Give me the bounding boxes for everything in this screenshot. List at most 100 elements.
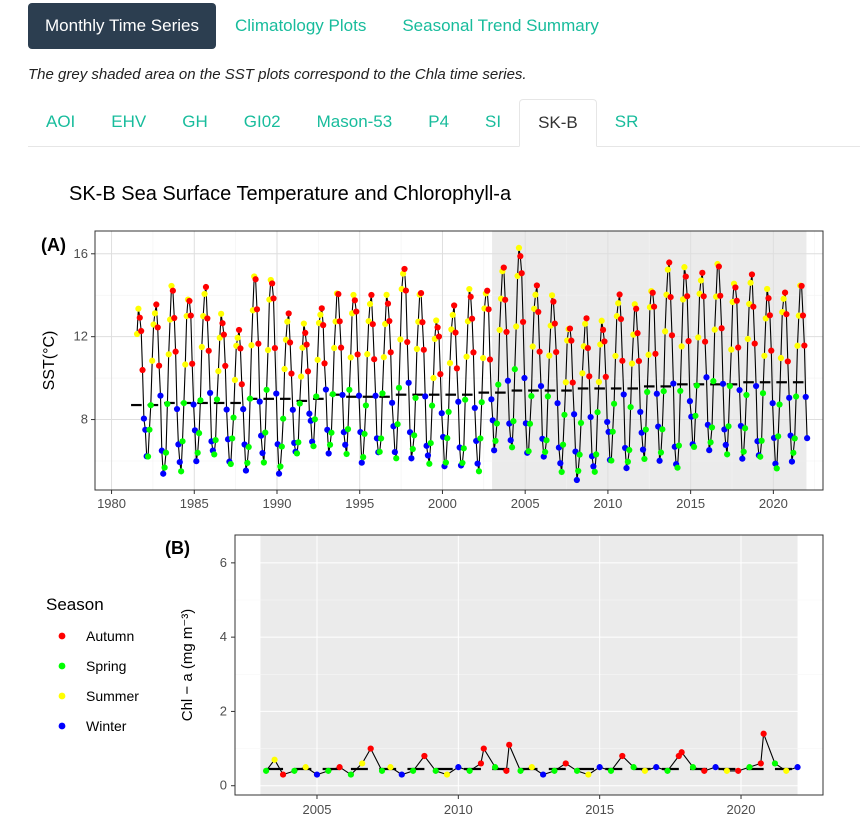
sst-point-summer xyxy=(582,320,589,327)
sst-point-winter xyxy=(358,459,365,466)
sst-point-autumn xyxy=(369,321,376,328)
sst-point-summer xyxy=(546,352,553,359)
tab-si[interactable]: SI xyxy=(485,112,502,131)
sst-point-spring xyxy=(395,384,403,391)
panel-b-border xyxy=(234,534,824,796)
sst-point-spring xyxy=(161,464,168,471)
chla-point-winter xyxy=(455,764,462,771)
sst-point-autumn xyxy=(202,283,210,291)
sst-point-autumn xyxy=(700,293,707,300)
sst-point-autumn xyxy=(138,327,145,335)
tab-p4[interactable]: P4 xyxy=(428,112,450,131)
sst-point-summer xyxy=(681,264,688,271)
chla-point-autumn xyxy=(367,745,374,752)
sst-point-autumn xyxy=(252,276,259,283)
sst-point-autumn xyxy=(751,340,758,347)
sst-point-spring xyxy=(708,424,716,431)
tab-gh[interactable]: GH xyxy=(182,112,208,131)
pill-seasonal-trend-summary[interactable]: Seasonal Trend Summary xyxy=(402,16,599,35)
site-tabs: AOI EHV GH GI02 Mason-53 P4 SI SK-B SR xyxy=(28,99,860,147)
sst-point-winter xyxy=(488,396,495,403)
sst-point-autumn xyxy=(518,270,525,277)
sst-point-spring xyxy=(379,390,386,397)
sst-point-autumn xyxy=(336,318,343,325)
sst-point-summer xyxy=(747,279,754,286)
sst-point-spring xyxy=(660,388,667,395)
sst-point-spring xyxy=(280,415,287,422)
legend-swatch-summer xyxy=(58,692,66,700)
sst-point-spring xyxy=(445,408,452,416)
chla-point-winter xyxy=(712,764,719,771)
sst-point-autumn xyxy=(502,296,509,303)
sst-point-autumn xyxy=(318,305,325,312)
sst-point-winter xyxy=(242,467,250,474)
sst-point-spring xyxy=(393,455,400,462)
tab-sk-b[interactable]: SK-B xyxy=(519,99,597,147)
sst-point-autumn xyxy=(735,344,742,351)
sst-point-autumn xyxy=(470,349,477,356)
sst-point-autumn xyxy=(748,271,756,278)
sst-point-summer xyxy=(777,354,785,362)
chla-point-autumn xyxy=(421,752,428,760)
sst-point-autumn xyxy=(732,284,739,291)
sst-point-spring xyxy=(593,451,600,458)
sst-point-spring xyxy=(525,448,532,455)
sst-point-spring xyxy=(776,401,783,408)
sst-point-autumn xyxy=(682,273,689,280)
sst-point-autumn xyxy=(601,338,608,345)
legend-swatch-winter xyxy=(58,722,66,730)
sst-point-spring xyxy=(293,450,301,457)
chla-point-spring xyxy=(630,764,637,771)
tab-ehv[interactable]: EHV xyxy=(111,112,147,131)
chla-point-autumn xyxy=(506,741,513,748)
sst-point-summer xyxy=(300,320,307,327)
sst-point-summer xyxy=(697,277,705,284)
pill-climatology-plots[interactable]: Climatology Plots xyxy=(235,16,367,35)
sst-point-spring xyxy=(591,468,598,475)
sst-point-spring xyxy=(478,399,485,406)
sst-point-spring xyxy=(608,457,615,464)
sst-point-autumn xyxy=(136,314,143,321)
tab-gi02[interactable]: GI02 xyxy=(243,112,281,131)
sst-point-summer xyxy=(168,282,175,290)
sst-point-spring xyxy=(610,400,618,407)
sst-point-summer xyxy=(628,360,636,367)
sst-point-spring xyxy=(246,395,254,402)
sst-point-spring xyxy=(575,467,582,475)
chla-point-autumn xyxy=(757,760,764,767)
sst-point-autumn xyxy=(467,293,474,300)
chla-point-summer xyxy=(528,764,535,771)
sst-point-autumn xyxy=(155,362,163,369)
pill-monthly-time-series[interactable]: Monthly Time Series xyxy=(28,3,216,49)
sst-point-autumn xyxy=(172,348,179,355)
sst-point-autumn xyxy=(666,259,673,266)
sst-point-autumn xyxy=(417,290,425,297)
sst-point-winter xyxy=(455,398,462,405)
tab-mason-53[interactable]: Mason-53 xyxy=(316,112,393,131)
tab-sr[interactable]: SR xyxy=(614,112,639,131)
sst-point-summer xyxy=(331,344,338,352)
chla-point-summer xyxy=(359,760,366,767)
sst-point-autumn xyxy=(699,269,706,276)
sst-point-summer xyxy=(612,352,619,360)
tab-aoi[interactable]: AOI xyxy=(46,112,76,131)
sst-point-winter xyxy=(686,398,694,405)
sst-point-summer xyxy=(215,368,222,375)
sst-point-spring xyxy=(657,449,665,456)
sst-point-summer xyxy=(380,354,387,361)
chla-point-autumn xyxy=(701,767,708,774)
legend-swatch-spring xyxy=(58,662,66,670)
sst-point-spring xyxy=(262,429,269,436)
chla-point-autumn xyxy=(562,760,569,767)
sst-point-autumn xyxy=(253,306,261,313)
sst-point-winter xyxy=(339,391,346,399)
sst-point-autumn xyxy=(337,344,345,351)
sst-point-autumn xyxy=(798,282,805,290)
sst-point-autumn xyxy=(371,356,378,363)
sst-point-winter xyxy=(157,392,164,399)
sst-point-winter xyxy=(140,415,148,422)
sst-point-spring xyxy=(792,393,800,400)
sst-point-autumn xyxy=(270,295,277,302)
sst-point-spring xyxy=(659,426,666,433)
sst-point-summer xyxy=(466,285,473,293)
